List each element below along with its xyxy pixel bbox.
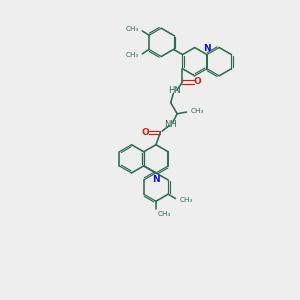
Text: CH₃: CH₃: [191, 108, 204, 114]
Text: N: N: [152, 175, 160, 184]
Text: O: O: [194, 77, 201, 86]
Text: CH₃: CH₃: [179, 197, 193, 203]
Text: CH₃: CH₃: [158, 211, 171, 217]
Text: CH₃: CH₃: [125, 26, 139, 32]
Text: O: O: [142, 128, 149, 137]
Text: NH: NH: [164, 120, 177, 129]
Text: CH₃: CH₃: [125, 52, 139, 58]
Text: HN: HN: [168, 86, 181, 95]
Text: N: N: [203, 44, 211, 52]
